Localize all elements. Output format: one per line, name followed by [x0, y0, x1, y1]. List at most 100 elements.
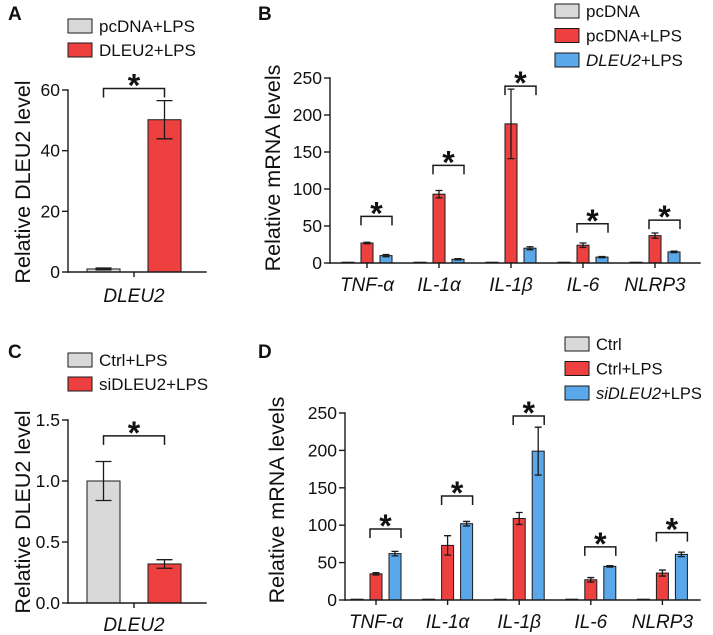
panel-d-bar-0-2 — [388, 553, 402, 601]
panel-c-error-bar-0-0 — [95, 460, 112, 502]
panel-a-error-bar-0-0 — [95, 267, 112, 271]
panel-b-category-label: IL-1β — [489, 275, 533, 296]
panel-b-y-axis-title: Relative mRNA levels — [261, 65, 285, 272]
panel-d-legend-label: Ctrl — [596, 336, 622, 354]
panel-b-category-label: TNF-α — [340, 275, 395, 296]
panel-d-error-bar-2-1 — [515, 511, 523, 526]
panel-c-category-label: DLEU2 — [103, 615, 165, 635]
panel-b-error-bar-4-1 — [651, 232, 659, 239]
panel-a-legend-label: DLEU2+LPS — [99, 41, 196, 60]
panel-d-y-tick-label: 250 — [308, 403, 337, 423]
panel-d: D Relative mRNA levels 0 50 100 150 200 250 TNF-… — [258, 336, 702, 633]
panel-a-y-axis-title: Relative DLEU2 level — [11, 80, 35, 283]
panel-a-letter: A — [8, 4, 22, 25]
panel-c-y-tick-label: 0.5 — [36, 532, 60, 552]
panel-d-significance-star: * — [522, 395, 535, 431]
panel-d-error-bar-1-2 — [463, 520, 471, 527]
panel-d-legend-swatch — [564, 336, 590, 352]
panel-c-y-tick-label: 0.0 — [36, 593, 61, 613]
panel-d-bar-3-2 — [603, 565, 617, 601]
panel-b-bar-0-1 — [360, 242, 374, 264]
panel-d-error-bar-3-2 — [606, 564, 614, 568]
panel-d-error-bar-2-2 — [534, 426, 542, 476]
panel-d-bar-2-1 — [512, 517, 526, 601]
panel-a-legend: pcDNA+LPS DLEU2+LPS — [67, 17, 196, 60]
panel-d-bar-4-1 — [655, 572, 669, 601]
panel-b-y-tick-label: 50 — [303, 216, 323, 236]
panel-d-significance-bracket — [512, 415, 545, 425]
panel-d-significance-star: * — [451, 475, 464, 511]
panel-d-error-bar-1-1 — [444, 535, 452, 556]
panel-d-legend-label-part: Ctrl — [596, 336, 622, 354]
panel-a-y-tick-label: 60 — [41, 80, 61, 100]
panel-d-significance-bracket — [584, 546, 617, 556]
panel-d-legend-label-part: siDLEU2 — [596, 385, 661, 403]
panel-b-bar-1-1 — [432, 193, 446, 264]
panel-b-legend-swatch — [554, 52, 580, 68]
panel-d-y-tick-label: 150 — [308, 478, 337, 498]
panel-c: C Relative DLEU2 level 0.0 0.5 1.0 1.5 DLEU2 * C… — [8, 342, 208, 635]
panel-a-y-tick-label: 20 — [41, 201, 61, 221]
panel-d-bar-4-2 — [674, 553, 688, 601]
panel-d-bar-0-1 — [369, 573, 383, 601]
panel-d-legend-label-part: +LPS — [661, 385, 702, 403]
panel-b-error-bar-2-2 — [526, 246, 534, 251]
panel-b-error-bar-0-2 — [382, 253, 390, 258]
panel-a-error-bar-0-1 — [156, 99, 173, 140]
panel-d-legend-label: Ctrl+LPS — [596, 360, 662, 378]
panel-a-legend-swatch — [67, 18, 93, 34]
panel-b-category-label: NLRP3 — [624, 275, 686, 296]
panel-d-bar-3-1 — [584, 579, 598, 601]
panel-b-bar-4-2 — [667, 251, 681, 264]
panel-b-significance-star: * — [658, 199, 671, 235]
panel-d-category-label: IL-6 — [574, 612, 607, 633]
panel-d-legend-swatch — [564, 385, 590, 401]
panel-c-y-tick-label: 1.5 — [36, 410, 60, 430]
panel-c-significance-star: * — [128, 415, 141, 451]
panel-a-bar-0-1 — [147, 119, 182, 273]
panel-a-y-tick-label: 0 — [50, 262, 60, 282]
panel-b-significance-bracket — [648, 219, 681, 230]
panel-b: B Relative mRNA levels 0 50 100 150 200 250 TNF-… — [258, 2, 701, 296]
panel-b-legend-swatch — [554, 28, 580, 43]
panel-d-significance-bracket — [655, 531, 689, 542]
panel-d-y-tick-label: 50 — [318, 553, 338, 573]
panel-b-error-bar-4-2 — [670, 250, 678, 254]
panel-d-bar-1-2 — [460, 523, 474, 601]
panel-d-y-tick-label: 200 — [308, 440, 337, 460]
panel-d-error-bar-0-2 — [391, 550, 399, 557]
panel-a-category-label: DLEU2 — [103, 286, 165, 307]
panel-b-significance-star: * — [586, 203, 599, 239]
panel-b-y-tick-label: 150 — [293, 142, 322, 162]
panel-b-legend-label-part: pcDNA+LPS — [586, 27, 682, 46]
panel-b-y-tick-label: 250 — [293, 68, 322, 88]
panel-d-error-bar-4-1 — [658, 569, 666, 577]
panel-d-y-tick-label: 100 — [308, 515, 337, 535]
panel-d-significance-bracket — [369, 528, 402, 538]
panel-b-legend-label-part: pcDNA — [586, 2, 641, 21]
panel-a-legend-label-part: pcDNA+LPS — [99, 17, 195, 36]
panel-b-legend: pcDNA pcDNA+LPS DLEU2+LPS — [554, 2, 683, 70]
panel-b-legend-swatch — [554, 3, 580, 19]
panel-b-significance-star: * — [442, 144, 455, 180]
panel-c-legend-label-part: Ctrl+LPS — [99, 351, 168, 370]
panel-d-legend-label-part: Ctrl+LPS — [596, 360, 662, 378]
panel-b-significance-bracket — [360, 215, 393, 226]
panel-d-significance-star: * — [666, 512, 679, 548]
panel-d-legend-label: siDLEU2+LPS — [596, 385, 702, 403]
panel-c-legend-label-part: siDLEU2+LPS — [99, 375, 208, 394]
panel-b-letter: B — [258, 4, 272, 25]
panel-c-bar-0-0 — [86, 480, 121, 604]
panel-a-significance-bracket — [102, 87, 166, 98]
panel-a-legend-label: pcDNA+LPS — [99, 17, 195, 36]
panel-b-error-bar-3-2 — [598, 255, 606, 259]
panel-b-category-label: IL-1α — [417, 275, 462, 296]
panel-b-significance-star: * — [514, 65, 527, 101]
panel-b-y-tick-label: 0 — [312, 253, 322, 273]
panel-b-significance-bracket — [432, 164, 465, 175]
panel-d-y-axis-title: Relative mRNA levels — [265, 397, 289, 604]
panel-c-legend: Ctrl+LPS siDLEU2+LPS — [67, 351, 208, 394]
panel-d-error-bar-3-1 — [587, 576, 595, 583]
panel-c-legend-label: Ctrl+LPS — [99, 351, 168, 370]
